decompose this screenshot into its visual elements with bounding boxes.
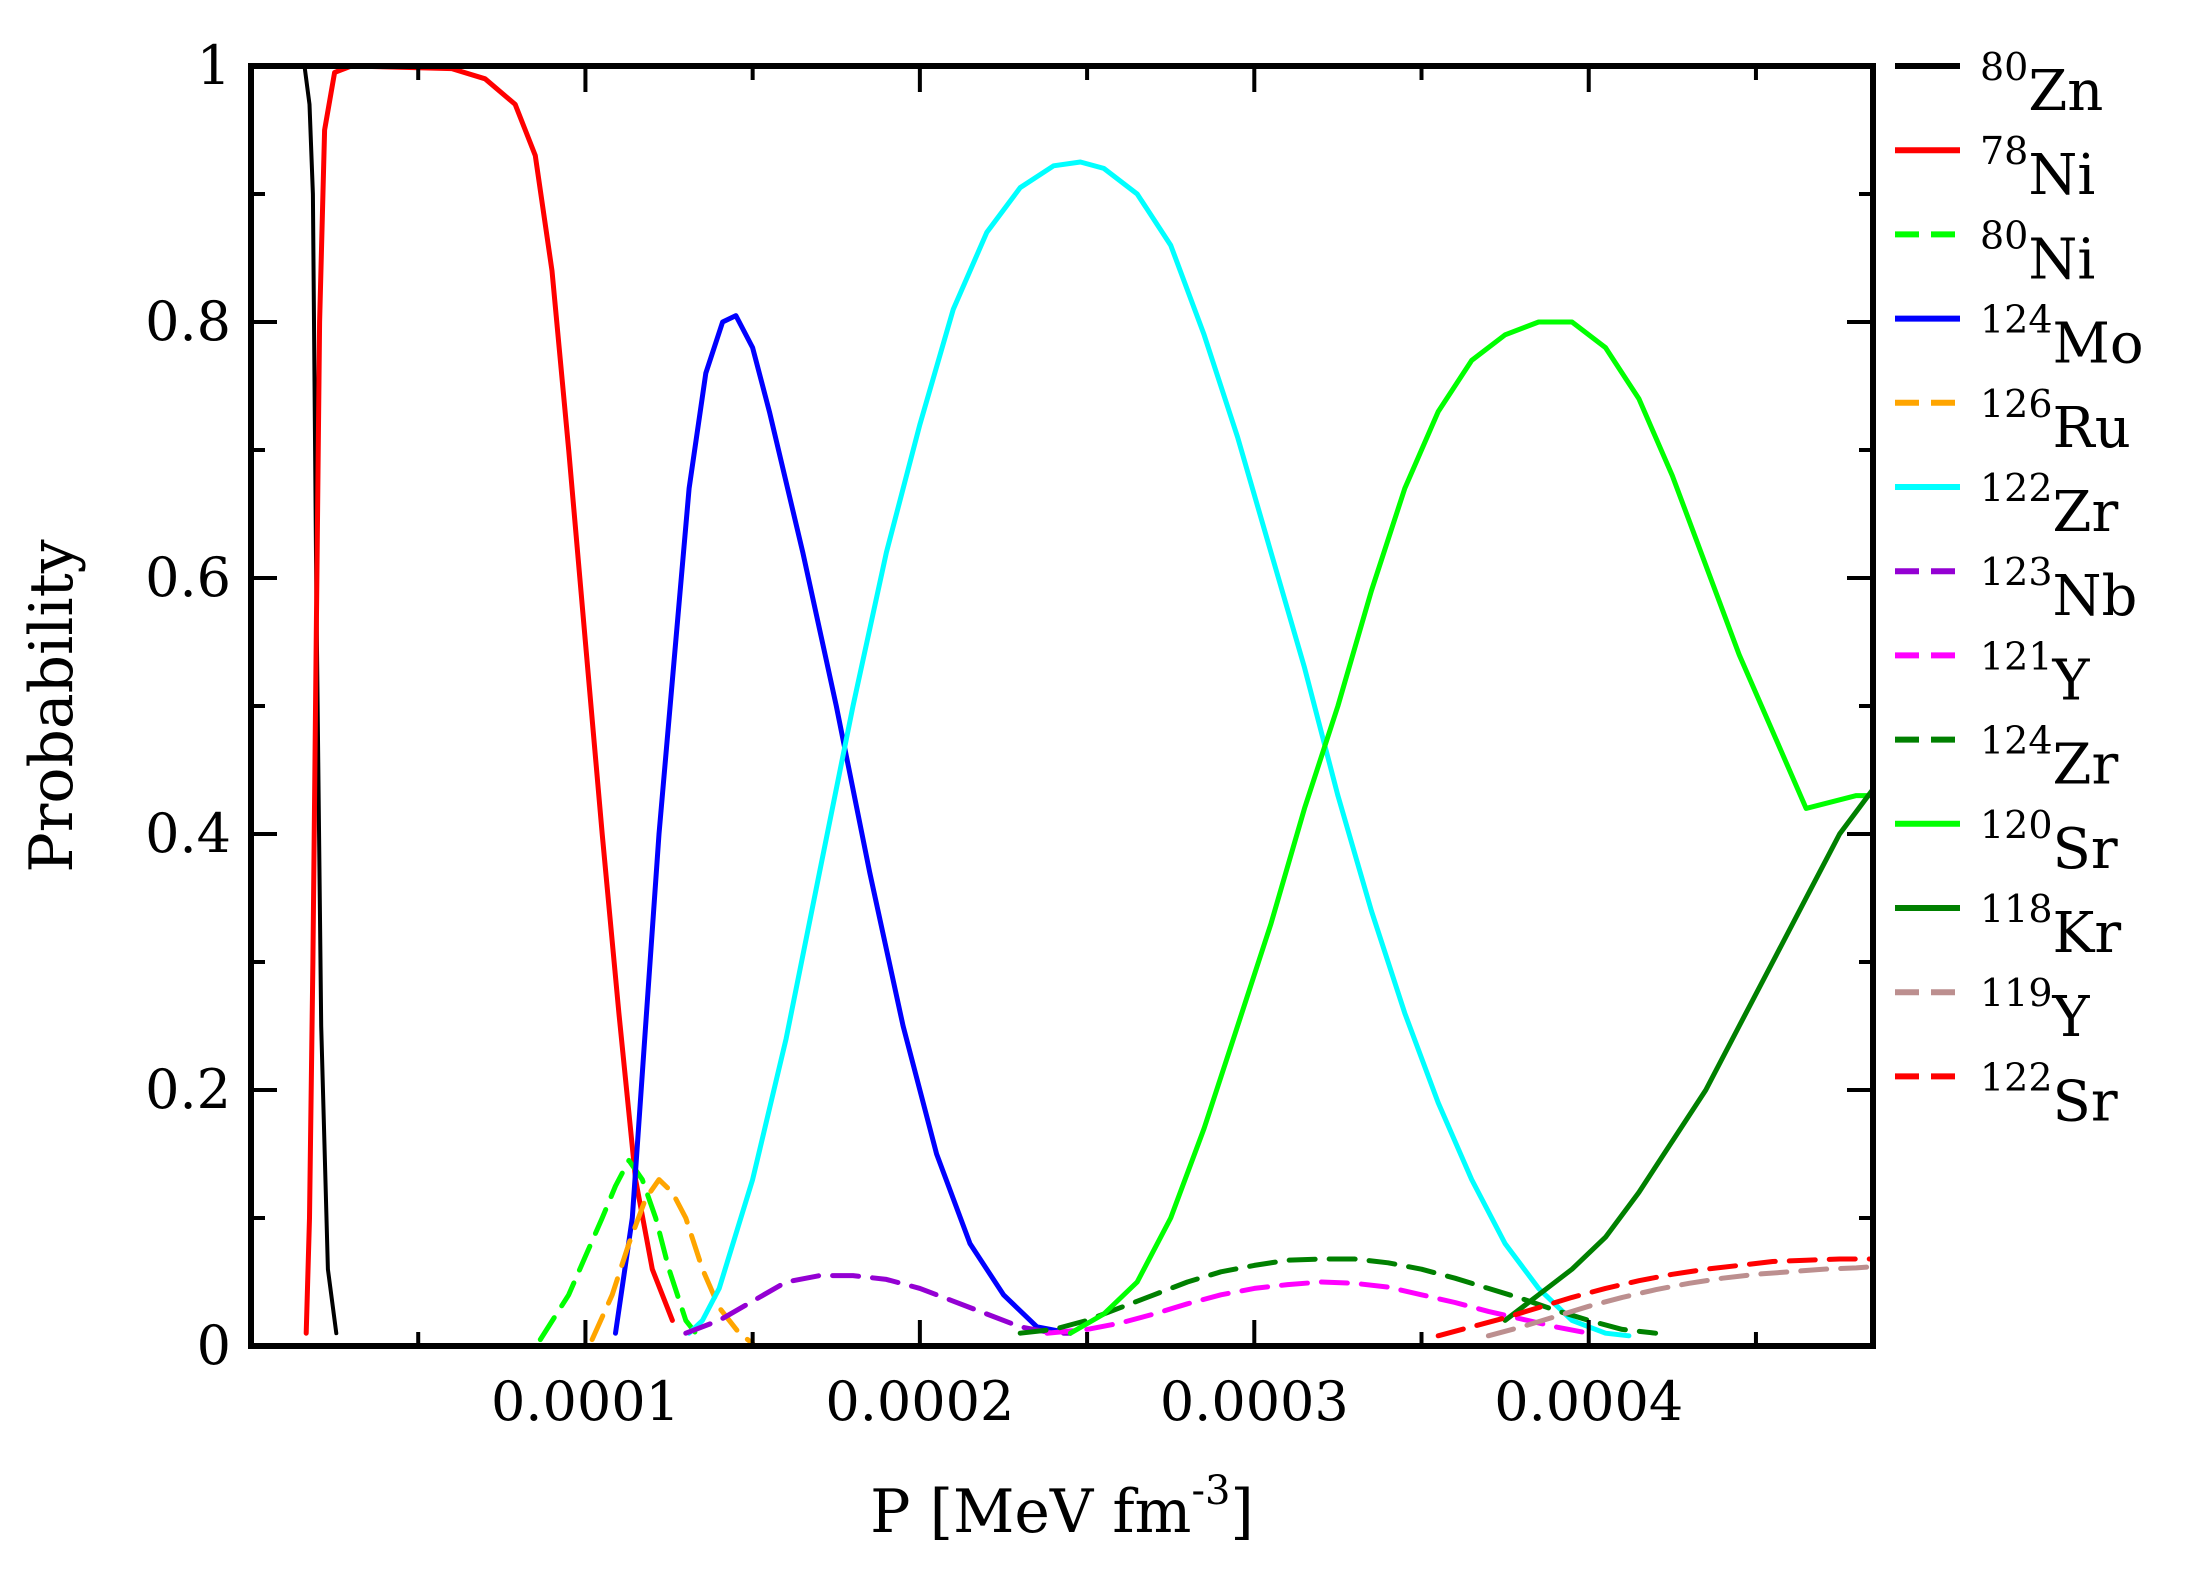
series-line-123nb (683, 1273, 1073, 1336)
series-line-122zr (686, 159, 1632, 1339)
series-line-122sr (1435, 1256, 1876, 1339)
legend-label-80ni: 80Ni (1980, 213, 2095, 292)
y-tick-label: 0.6 (145, 546, 231, 609)
series-line-78ni (303, 63, 675, 1336)
series-line-124mo (613, 313, 1073, 1336)
legend-label-78ni: 78Ni (1980, 129, 2095, 208)
x-tick-label: 0.0003 (1160, 1370, 1349, 1433)
x-tick-label: 0.0004 (1494, 1370, 1683, 1433)
plot-frame (248, 63, 1876, 1349)
series-line-118kr (1502, 786, 1876, 1323)
y-tick-label: 0 (197, 1314, 231, 1377)
x-axis-label-main: P [MeV fm (870, 1477, 1191, 1547)
series-line-121y (1044, 1279, 1592, 1336)
legend-label-123nb: 123Nb (1980, 550, 2137, 629)
y-tick-label: 0.4 (145, 802, 231, 865)
chart-curves (292, 63, 1876, 1346)
series-line-120sr (1067, 319, 1876, 1336)
legend: 80Zn78Ni80Ni124Mo126Ru122Zr123Nb121Y124Z… (1895, 45, 2144, 1134)
y-tick-label: 1 (197, 34, 231, 97)
series-line-124zr (1017, 1256, 1659, 1336)
y-axis-label: Probability (17, 539, 87, 872)
y-tick-label: 0.2 (145, 1058, 231, 1121)
series-line-80zn (292, 64, 339, 1336)
series-line-80ni (537, 1157, 699, 1343)
tick-labels: 0.0001 0.0002 0.0003 0.0004 0 0.2 0.4 0.6 0.8 1 (145, 34, 1683, 1433)
x-axis-label-tail: ] (1230, 1477, 1253, 1547)
legend-label-122zr: 122Zr (1980, 466, 2118, 545)
legend-label-124zr: 124Zr (1980, 719, 2118, 798)
legend-label-121y: 121Y (1980, 634, 2091, 713)
x-tick-label: 0.0002 (825, 1370, 1014, 1433)
legend-label-118kr: 118Kr (1980, 887, 2121, 966)
legend-label-80zn: 80Zn (1980, 45, 2103, 124)
legend-label-126ru: 126Ru (1980, 382, 2131, 461)
legend-label-120sr: 120Sr (1980, 803, 2118, 882)
legend-label-122sr: 122Sr (1980, 1055, 2118, 1134)
x-axis-label-sup: -3 (1191, 1468, 1230, 1514)
x-axis-label: P [MeV fm-3] (870, 1468, 1254, 1547)
axis-ticks (251, 64, 1873, 1346)
legend-label-124mo: 124Mo (1980, 298, 2144, 377)
series-line-119y (1485, 1264, 1876, 1339)
y-tick-label: 0.8 (145, 290, 231, 353)
legend-label-119y: 119Y (1980, 971, 2091, 1050)
x-tick-label: 0.0001 (491, 1370, 680, 1433)
